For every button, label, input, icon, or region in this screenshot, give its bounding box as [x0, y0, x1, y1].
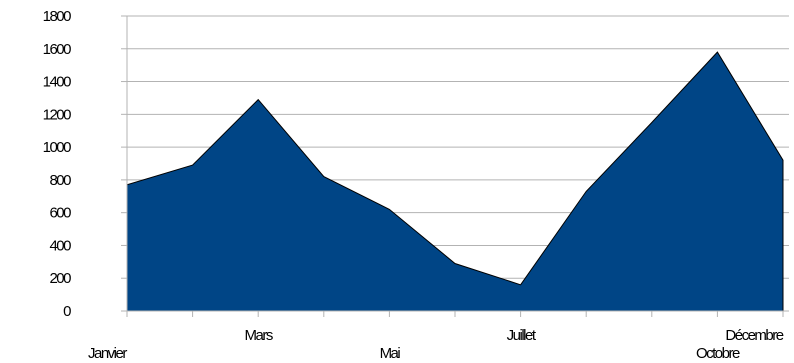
y-tick-label: 1800: [43, 8, 72, 25]
x-tick-label: Janvier: [88, 345, 127, 362]
y-tick-label: 600: [49, 205, 71, 222]
area-fill: [126, 51, 784, 312]
y-axis-tick-labels: 0 200 400 600 800 1000 1200 1400 1600 1800: [43, 8, 73, 320]
x-tick-label: Juillet: [507, 327, 537, 344]
x-tick-label: Octobre: [696, 345, 740, 362]
series-area: [126, 51, 784, 312]
y-tick-label: 1600: [43, 41, 72, 58]
y-tick-label: 1400: [43, 74, 72, 91]
y-tick-label: 1000: [43, 139, 72, 156]
x-tick-label: Mars: [245, 327, 273, 344]
y-tick-label: 800: [49, 172, 71, 189]
y-tick-label: 200: [49, 270, 71, 287]
x-tick-label: Mai: [380, 345, 401, 362]
y-tick-label: 400: [49, 237, 71, 254]
axes: [121, 15, 789, 317]
y-tick-label: 1200: [43, 106, 72, 123]
x-tick-label: Décembre: [725, 327, 783, 344]
y-tick-label: 0: [63, 303, 71, 320]
